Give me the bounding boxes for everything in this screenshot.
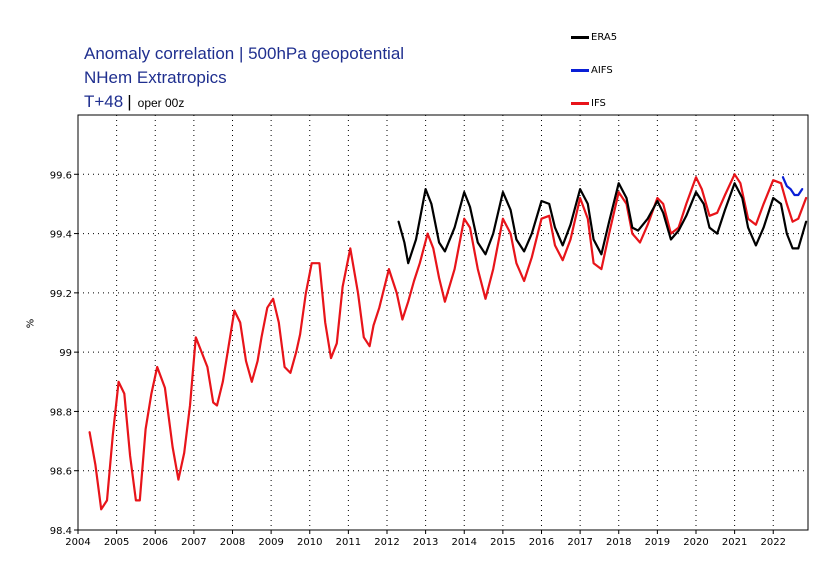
y-tick-label: 98.4 (50, 526, 72, 537)
x-tick-label: 2015 (490, 537, 515, 548)
x-tick-label: 2017 (567, 537, 592, 548)
x-tick-label: 2016 (529, 537, 554, 548)
y-tick-label: 98.8 (50, 407, 72, 418)
legend-item-era5[interactable]: ERA5 (571, 32, 617, 43)
x-axis: 2004 2005 2006 2007 2008 2009 2010 2011 2012 2013… (65, 530, 786, 548)
chart-title: Anomaly correlation | 500hPa geopotentia… (84, 44, 405, 63)
series-line-aifs (781, 176, 804, 197)
y-tick-label: 99.4 (50, 230, 72, 241)
x-tick-label: 2019 (645, 537, 670, 548)
x-tick-label: 2014 (452, 537, 477, 548)
x-tick-label: 2012 (374, 537, 399, 548)
series-line-ifs (88, 173, 808, 511)
legend-swatch-era5 (571, 36, 589, 39)
y-tick-label: 98.6 (50, 467, 72, 478)
x-tick-label: 2022 (761, 537, 786, 548)
chart-lead-time-line: T+48 | oper 00z (84, 92, 184, 112)
legend-swatch-aifs (571, 69, 589, 72)
legend-swatch-ifs (571, 102, 589, 105)
x-tick-label: 2018 (606, 537, 631, 548)
x-tick-label: 2011 (336, 537, 361, 548)
legend-item-aifs[interactable]: AIFS (571, 65, 613, 76)
x-tick-label: 2005 (104, 537, 129, 548)
x-tick-label: 2007 (181, 537, 206, 548)
legend-label-aifs: AIFS (591, 65, 613, 76)
title-separator: | (127, 92, 132, 111)
grid-lines (77, 115, 808, 530)
x-tick-label: 2006 (143, 537, 168, 548)
series-line-era5 (397, 182, 808, 265)
chart-subtitle: NHem Extratropics (84, 68, 227, 87)
legend-label-ifs: IFS (591, 98, 606, 109)
x-tick-label: 2009 (258, 537, 283, 548)
x-tick-label: 2004 (65, 537, 90, 548)
x-tick-label: 2020 (683, 537, 708, 548)
x-tick-label: 2010 (297, 537, 322, 548)
plot-frame (77, 114, 809, 531)
series-lines (88, 173, 808, 511)
y-axis: 98.4 98.6 98.8 99 99.2 99.4 99.6 (50, 170, 78, 537)
y-tick-label: 99 (59, 348, 72, 359)
x-tick-label: 2021 (722, 537, 747, 548)
y-tick-label: 99.2 (50, 289, 72, 300)
y-tick-label: 99.6 (50, 170, 72, 181)
stream-label: oper 00z (137, 96, 185, 110)
x-tick-label: 2013 (413, 537, 438, 548)
lead-time-label: T+48 (84, 92, 124, 111)
legend-label-era5: ERA5 (591, 32, 618, 43)
legend-item-ifs[interactable]: IFS (571, 98, 606, 109)
x-tick-label: 2008 (220, 537, 245, 548)
